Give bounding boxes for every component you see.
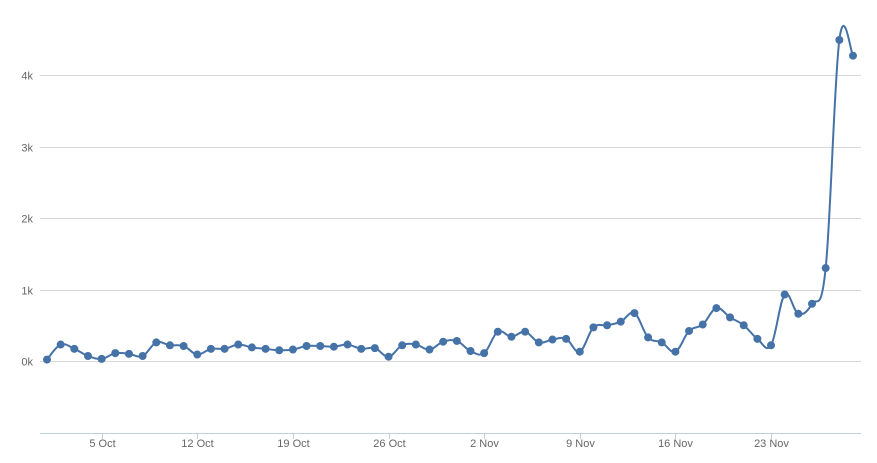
x-tick-label: 26 Oct bbox=[373, 438, 405, 450]
data-point[interactable] bbox=[589, 323, 598, 332]
data-point[interactable] bbox=[329, 342, 338, 351]
data-point[interactable] bbox=[726, 313, 735, 322]
data-point[interactable] bbox=[261, 344, 270, 353]
data-point[interactable] bbox=[753, 334, 762, 343]
data-point[interactable] bbox=[138, 352, 147, 360]
data-point[interactable] bbox=[562, 334, 571, 343]
data-point[interactable] bbox=[206, 344, 215, 353]
data-point[interactable] bbox=[466, 346, 475, 355]
y-tick-label: 4k bbox=[21, 71, 33, 83]
data-point[interactable] bbox=[111, 349, 120, 358]
data-point[interactable] bbox=[70, 344, 79, 353]
data-point[interactable] bbox=[739, 321, 748, 330]
data-point[interactable] bbox=[698, 320, 707, 329]
data-point[interactable] bbox=[288, 345, 297, 354]
x-axis: 5 Oct 12 Oct 19 Oct 26 Oct 2 Nov 9 Nov 16 Nov 2… bbox=[40, 433, 861, 450]
data-point[interactable] bbox=[370, 344, 379, 353]
data-point[interactable] bbox=[83, 352, 92, 360]
y-tick-label: 3k bbox=[21, 143, 33, 155]
data-point[interactable] bbox=[234, 340, 243, 349]
data-point[interactable] bbox=[357, 344, 366, 353]
data-point[interactable] bbox=[767, 341, 776, 350]
x-tick-label: 5 Oct bbox=[89, 438, 115, 450]
y-tick-label: 1k bbox=[21, 286, 33, 298]
data-point[interactable] bbox=[220, 344, 229, 353]
y-axis: 0k 1k 2k 3k 4k bbox=[21, 71, 33, 369]
data-point[interactable] bbox=[452, 336, 461, 345]
data-point[interactable] bbox=[630, 309, 639, 318]
data-point[interactable] bbox=[575, 347, 584, 356]
data-point[interactable] bbox=[193, 350, 202, 359]
x-tick-label: 19 Oct bbox=[277, 438, 309, 450]
x-tick-label: 9 Nov bbox=[566, 438, 595, 450]
data-point[interactable] bbox=[534, 338, 543, 347]
y-tick-label: 0k bbox=[21, 357, 33, 369]
data-point[interactable] bbox=[97, 354, 106, 363]
data-point[interactable] bbox=[507, 332, 516, 341]
data-point[interactable] bbox=[493, 327, 502, 336]
y-tick-label: 2k bbox=[21, 214, 33, 226]
data-point[interactable] bbox=[316, 341, 325, 350]
data-point[interactable] bbox=[657, 338, 666, 347]
data-point[interactable] bbox=[124, 349, 133, 358]
data-point[interactable] bbox=[603, 321, 612, 330]
data-point[interactable] bbox=[808, 299, 817, 308]
x-tick-label: 16 Nov bbox=[658, 438, 693, 450]
data-point[interactable] bbox=[398, 341, 407, 350]
x-tick-label: 2 Nov bbox=[470, 438, 499, 450]
data-point[interactable] bbox=[780, 290, 789, 299]
data-point[interactable] bbox=[165, 341, 174, 350]
data-point[interactable] bbox=[439, 337, 448, 346]
series-points bbox=[43, 35, 857, 364]
gridlines bbox=[40, 75, 861, 362]
x-tick-label: 23 Nov bbox=[754, 438, 789, 450]
data-point[interactable] bbox=[616, 317, 625, 326]
x-tick-label: 12 Oct bbox=[181, 438, 213, 450]
data-point[interactable] bbox=[821, 264, 830, 273]
data-point[interactable] bbox=[521, 327, 530, 336]
data-point[interactable] bbox=[411, 340, 420, 349]
data-point[interactable] bbox=[794, 309, 803, 318]
data-point[interactable] bbox=[712, 304, 721, 313]
data-point[interactable] bbox=[152, 338, 161, 347]
data-point[interactable] bbox=[384, 352, 393, 361]
data-point[interactable] bbox=[671, 347, 680, 356]
data-point[interactable] bbox=[179, 341, 188, 350]
data-point[interactable] bbox=[685, 326, 694, 335]
data-point[interactable] bbox=[275, 346, 284, 355]
data-point[interactable] bbox=[56, 340, 65, 349]
data-point[interactable] bbox=[849, 51, 857, 60]
data-point[interactable] bbox=[644, 333, 653, 342]
data-point[interactable] bbox=[302, 341, 311, 350]
data-point[interactable] bbox=[343, 340, 352, 349]
data-point[interactable] bbox=[548, 335, 557, 344]
data-point[interactable] bbox=[835, 35, 844, 44]
data-point[interactable] bbox=[480, 349, 489, 358]
data-point[interactable] bbox=[247, 343, 256, 352]
data-point[interactable] bbox=[425, 345, 434, 354]
data-point[interactable] bbox=[43, 355, 51, 364]
